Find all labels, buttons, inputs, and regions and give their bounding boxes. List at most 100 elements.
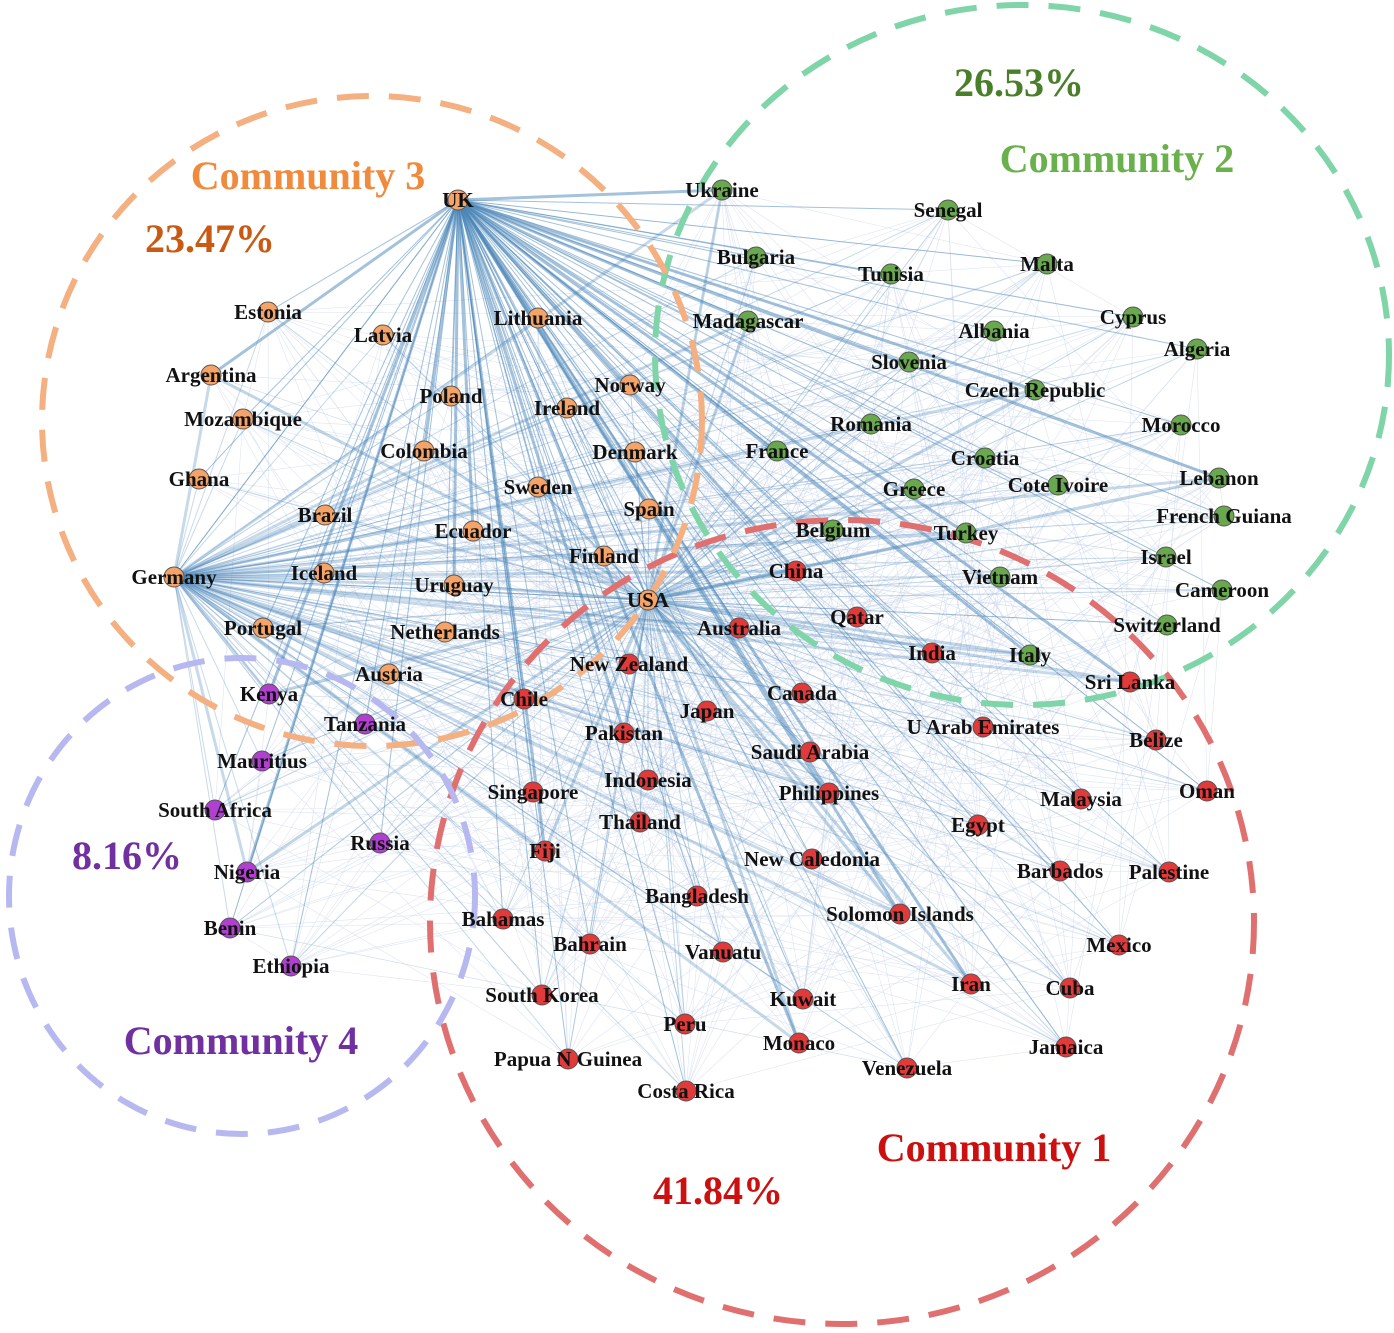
- node: [200, 364, 222, 386]
- node: [960, 973, 982, 995]
- node: [188, 468, 210, 490]
- edge: [457, 199, 1168, 626]
- edge: [647, 508, 650, 601]
- node-label: Malta: [1020, 252, 1074, 276]
- node: [675, 1080, 697, 1102]
- edge: [323, 572, 649, 781]
- edge: [646, 189, 724, 601]
- edge: [457, 199, 995, 332]
- edge: [173, 575, 972, 986]
- node: [766, 440, 788, 462]
- edge: [268, 693, 901, 915]
- node: [896, 1057, 918, 1079]
- edge: [173, 478, 200, 578]
- node: [1155, 546, 1177, 568]
- edge: [890, 273, 1031, 656]
- edge: [634, 451, 1067, 1048]
- node-label: South Africa: [158, 798, 272, 822]
- edge: [450, 395, 649, 601]
- node: [534, 840, 556, 862]
- edge: [379, 599, 649, 844]
- edge: [647, 599, 979, 826]
- edge: [246, 871, 569, 1060]
- node-label: China: [769, 559, 824, 583]
- node: [314, 504, 336, 526]
- node-label: Argentina: [166, 363, 257, 387]
- edge: [173, 555, 605, 578]
- edge: [977, 477, 1220, 826]
- edge: [364, 631, 446, 725]
- edge: [537, 317, 649, 601]
- edge: [647, 599, 708, 712]
- node: [972, 716, 994, 738]
- node-label: Ethiopia: [252, 954, 330, 978]
- node-label: Chile: [500, 687, 548, 711]
- edge: [629, 189, 723, 386]
- edge: [647, 599, 687, 1092]
- edge: [173, 395, 452, 578]
- node-label: UK: [442, 188, 474, 212]
- edge: [721, 189, 972, 985]
- edge: [214, 809, 543, 996]
- node: [624, 441, 646, 463]
- edge: [173, 576, 740, 629]
- edge: [173, 576, 292, 967]
- edge: [173, 575, 800, 1045]
- edge: [798, 576, 1001, 1044]
- edge: [457, 199, 984, 728]
- edge: [323, 424, 1182, 574]
- community-title: Community 1: [877, 1125, 1111, 1170]
- edge: [457, 199, 908, 1069]
- edge: [444, 631, 813, 860]
- edge: [502, 918, 724, 953]
- edge: [229, 624, 1168, 929]
- node-label: Vanuatu: [685, 940, 762, 964]
- edge: [908, 361, 979, 826]
- edge: [423, 449, 649, 602]
- node-label: Croatia: [951, 446, 1020, 470]
- edge: [970, 726, 984, 985]
- node-label: Bangladesh: [645, 884, 749, 908]
- edge: [173, 576, 264, 629]
- edge: [623, 732, 698, 897]
- edge: [908, 361, 984, 728]
- edge: [1065, 424, 1182, 1048]
- edge: [647, 316, 1134, 601]
- edge: [999, 576, 1223, 591]
- edge: [457, 199, 687, 1092]
- edge: [457, 199, 1067, 1048]
- edge: [628, 654, 1031, 665]
- node: [257, 301, 279, 323]
- node: [1211, 579, 1233, 601]
- node: [711, 179, 733, 201]
- edge: [647, 599, 1168, 626]
- node: [1047, 474, 1069, 496]
- edge: [647, 779, 724, 953]
- node: [822, 519, 844, 541]
- node-label: Malaysia: [1040, 787, 1122, 811]
- node: [898, 351, 920, 373]
- node-label: Czech Republic: [965, 378, 1106, 402]
- edge: [647, 598, 1031, 657]
- node-label: Poland: [419, 384, 482, 408]
- edge: [647, 450, 778, 601]
- edge: [262, 199, 459, 629]
- node: [728, 617, 750, 639]
- edge: [388, 673, 830, 794]
- edge: [589, 692, 803, 945]
- edge: [906, 389, 1036, 1069]
- edge: [267, 311, 1071, 989]
- edge: [173, 576, 543, 996]
- edge: [648, 508, 1001, 578]
- edge: [173, 575, 455, 587]
- edge: [173, 576, 984, 728]
- node-label: Germany: [131, 565, 217, 589]
- node: [638, 498, 660, 520]
- edge: [453, 584, 830, 794]
- edge: [623, 732, 1157, 741]
- edge: [173, 576, 381, 844]
- edge: [173, 576, 381, 844]
- edge: [639, 821, 687, 1092]
- edge: [324, 514, 1225, 517]
